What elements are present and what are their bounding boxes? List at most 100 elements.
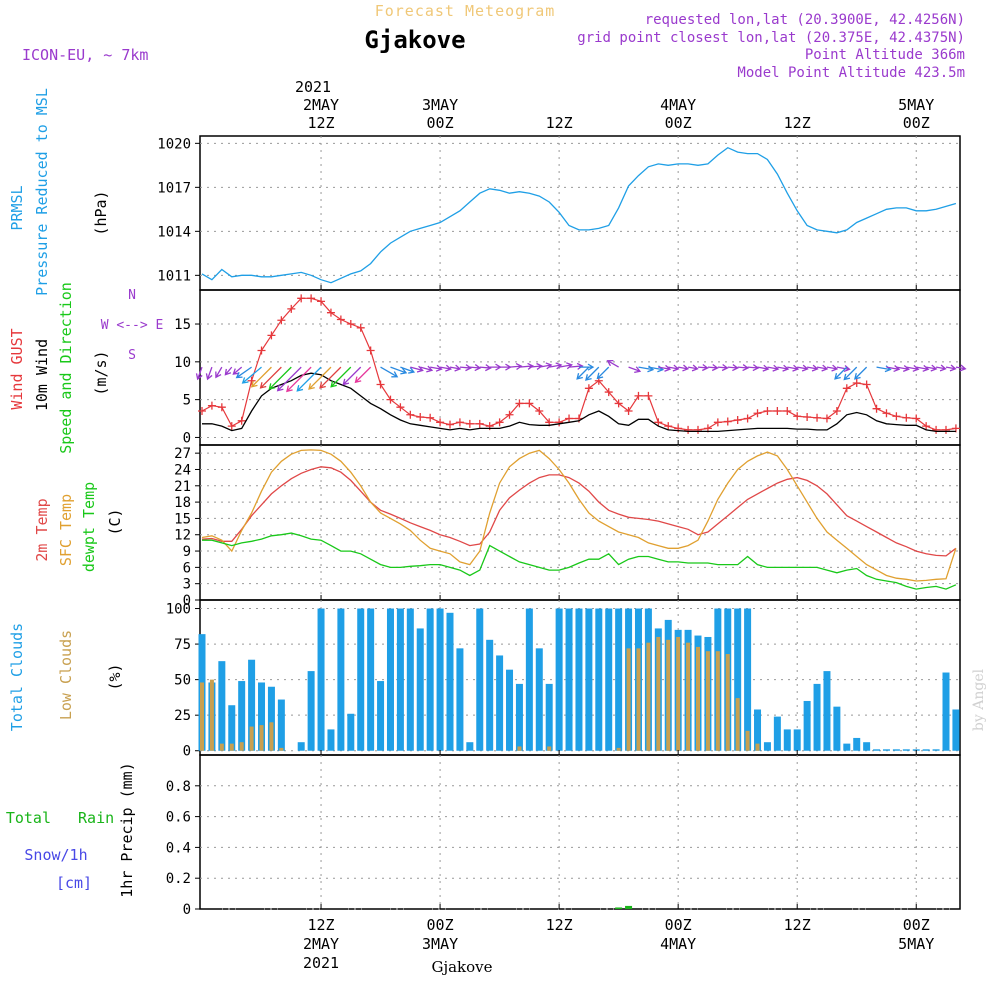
wind-arrow: [215, 366, 223, 379]
wind-arrow: [259, 366, 282, 389]
gust-marker: [346, 320, 355, 329]
wind-line: [202, 372, 956, 433]
wind-arrow: [697, 364, 709, 372]
sfc-temp-label: SFC Temp: [57, 494, 75, 566]
wind-arrow: [747, 364, 760, 372]
y-tick-label: 100: [166, 602, 191, 618]
total-cloud-bar: [367, 608, 375, 751]
wind-arrow: [205, 366, 213, 381]
requested-coords: requested lon,lat (20.3900E, 42.4256N): [645, 12, 965, 28]
wind-arrow: [658, 364, 672, 372]
total-cloud-bar: [416, 628, 424, 751]
gust-marker: [684, 425, 693, 434]
total-cloud-bar: [466, 742, 474, 751]
model-altitude: Model Point Altitude 423.5m: [737, 65, 965, 81]
temp2m-label: 2m Temp: [33, 498, 51, 561]
wind-arrow: [906, 364, 920, 372]
wind-arrow: [668, 364, 680, 372]
total-cloud-bar: [386, 608, 394, 751]
gust-marker: [932, 425, 941, 434]
panel-frame: [199, 754, 961, 910]
total-cloud-bar: [922, 749, 930, 751]
low-cloud-bar: [259, 725, 264, 751]
total-cloud-bar: [793, 729, 801, 751]
wind-arrow: [319, 366, 342, 389]
top-tick-label: 4MAY: [660, 96, 696, 114]
y-tick-label: 15: [174, 511, 191, 527]
gust-marker: [217, 403, 226, 412]
wind-arrow: [717, 364, 729, 372]
wind-arrow: [195, 366, 203, 381]
gust-marker: [614, 399, 623, 408]
total-cloud-bar: [248, 659, 256, 751]
total-cloud-bar: [555, 608, 563, 751]
y-tick-label: 0.6: [166, 810, 191, 826]
gust-marker: [763, 406, 772, 415]
gust-marker: [822, 414, 831, 423]
low-cloud-bar: [705, 651, 710, 751]
clouds-panel: 0 25 50 75 100: [166, 599, 961, 760]
gust-marker: [694, 425, 702, 434]
y-tick-label: 1014: [157, 224, 191, 240]
wind-arrow: [777, 364, 790, 372]
total-cloud-bar: [406, 608, 414, 751]
y-tick-label: 50: [174, 673, 191, 689]
total-cloud-bar: [238, 681, 246, 751]
low-cloud-bar: [209, 679, 214, 751]
gust-marker: [773, 406, 782, 415]
low-cloud-bar: [755, 743, 760, 751]
pressure-line: [201, 146, 957, 284]
gust-marker: [912, 414, 921, 423]
wind-arrow: [250, 366, 272, 388]
footer-location: Gjakove: [431, 958, 492, 976]
wind-arrow: [834, 366, 848, 380]
gust-marker: [565, 414, 574, 423]
total-cloud-bar: [267, 686, 275, 751]
gust-marker: [475, 419, 484, 428]
y-tick-label: 27: [174, 446, 191, 462]
total-cloud-bar: [783, 729, 791, 751]
wind-arrow: [330, 366, 352, 388]
wind-arrow: [489, 363, 502, 371]
gust-marker: [922, 422, 931, 431]
total-cloud-bar: [932, 749, 940, 751]
compass-we: W <--> E: [101, 318, 164, 333]
year-label: 2021: [295, 78, 331, 96]
bottom-tick-label: 2021: [303, 954, 339, 972]
wind-arrow: [539, 362, 553, 370]
pressure-msl-label: Pressure Reduced to MSL: [33, 88, 51, 296]
wind-arrow: [380, 366, 399, 378]
y-tick-label: 0.4: [166, 840, 191, 856]
wind-arrow: [843, 366, 858, 381]
total-cloud-bar: [803, 700, 811, 751]
wind-arrow: [854, 366, 868, 380]
low-cloud-bar: [725, 654, 730, 751]
total-cloud-bar: [763, 742, 771, 751]
bottom-tick-label: 12Z: [784, 916, 811, 934]
top-tick-label: 3MAY: [422, 96, 458, 114]
y-tick-label: 6: [183, 560, 191, 576]
low-cloud-bar: [517, 746, 522, 751]
total-cloud-bar: [426, 608, 434, 751]
bottom-tick-label: 5MAY: [898, 935, 934, 953]
temp2m-line: [201, 466, 957, 557]
y-tick-label: 21: [174, 479, 191, 495]
low-cloud-bar: [269, 722, 274, 751]
hpa-label: (hPa): [92, 190, 110, 235]
y-tick-label: 1020: [157, 136, 191, 152]
pressure-panel: 1011 1014 1017 1020: [157, 135, 961, 291]
gust-marker: [505, 410, 514, 419]
gust-marker: [654, 418, 663, 427]
gust-marker: [386, 395, 395, 404]
gust-marker: [555, 418, 564, 427]
gust-marker: [852, 379, 861, 387]
low-cloud-bar: [686, 642, 691, 751]
gust-marker: [515, 399, 524, 408]
low-cloud-bar: [646, 642, 651, 751]
low-cloud-bar: [200, 682, 204, 751]
wind-arrow: [469, 364, 482, 372]
low-cloud-bar: [626, 648, 631, 751]
gust-marker: [942, 425, 950, 434]
wind-arrow: [606, 359, 619, 368]
gust-marker: [644, 391, 653, 400]
